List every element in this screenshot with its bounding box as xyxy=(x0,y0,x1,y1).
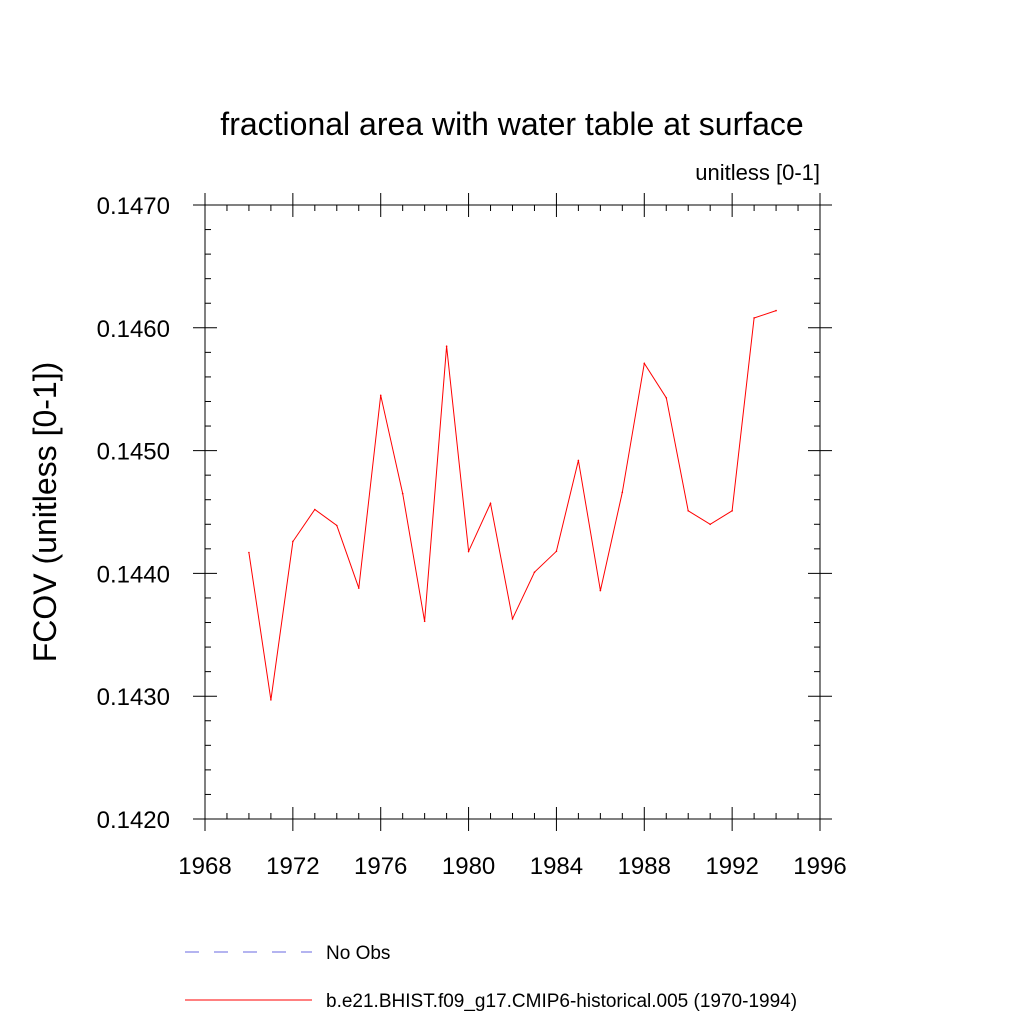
legend-label: b.e21.BHIST.f09_g17.CMIP6-historical.005… xyxy=(326,991,797,1012)
chart-subtitle: unitless [0-1] xyxy=(695,160,820,185)
legend-label: No Obs xyxy=(326,943,390,964)
series-layer xyxy=(248,309,777,701)
axis-ticks: 1968 1972 1976 1980 1984 1988 1992 1996 0.1420 0.… xyxy=(97,193,847,880)
chart-title: fractional area with water table at surf… xyxy=(220,106,803,142)
x-tick-label: 1996 xyxy=(793,853,846,880)
plot-frame xyxy=(204,204,821,820)
x-tick-label: 1988 xyxy=(618,853,671,880)
x-tick-label: 1968 xyxy=(178,853,231,880)
data-point xyxy=(445,345,448,348)
x-tick-label: 1984 xyxy=(530,853,583,880)
series-line xyxy=(248,310,777,700)
data-point xyxy=(379,394,382,397)
x-tick-label: 1980 xyxy=(442,853,495,880)
data-point xyxy=(467,550,470,553)
y-tick-label: 0.1470 xyxy=(97,193,170,220)
x-tick-label: 1992 xyxy=(705,853,758,880)
data-point xyxy=(731,509,733,512)
legend: No Obs b.e21.BHIST.f09_g17.CMIP6-historic… xyxy=(185,943,797,1012)
data-point xyxy=(292,540,294,543)
data-point xyxy=(335,524,338,527)
data-point xyxy=(643,362,646,365)
data-point xyxy=(248,551,250,554)
data-point xyxy=(599,589,602,592)
data-point xyxy=(621,491,624,494)
data-point xyxy=(533,571,536,573)
data-point xyxy=(423,620,426,623)
data-point xyxy=(775,309,777,312)
y-tick-label: 0.1420 xyxy=(97,807,170,834)
data-point xyxy=(401,492,404,495)
y-tick-label: 0.1430 xyxy=(97,684,170,711)
data-point xyxy=(270,699,272,701)
data-point xyxy=(709,523,711,526)
data-point xyxy=(753,317,755,319)
data-point xyxy=(314,508,316,511)
y-tick-label: 0.1450 xyxy=(97,439,170,466)
data-point xyxy=(511,618,514,620)
y-axis-label: FCOV (unitless [0-1]) xyxy=(27,362,63,663)
x-tick-label: 1972 xyxy=(266,853,319,880)
data-point xyxy=(687,509,690,512)
data-point xyxy=(357,587,360,589)
data-point xyxy=(665,396,668,399)
data-point xyxy=(555,550,558,553)
x-tick-label: 1976 xyxy=(354,853,407,880)
data-point xyxy=(577,459,580,462)
y-tick-label: 0.1440 xyxy=(97,561,170,588)
data-point xyxy=(489,502,492,505)
y-tick-label: 0.1460 xyxy=(97,316,170,343)
